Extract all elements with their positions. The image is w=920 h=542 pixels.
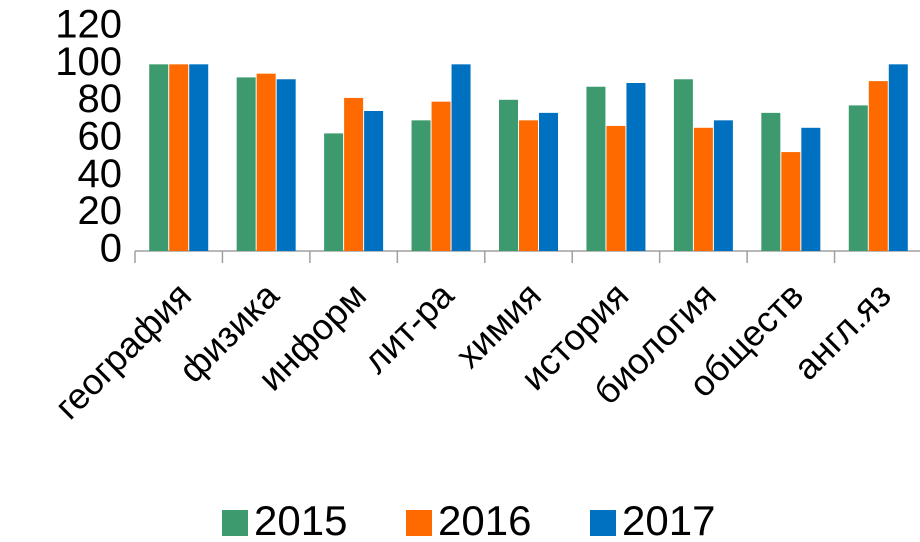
bar <box>256 73 276 252</box>
bar <box>431 101 451 252</box>
bar <box>451 64 471 251</box>
y-tick-label: 60 <box>78 115 123 159</box>
y-tick-label: 0 <box>100 227 122 271</box>
bar <box>606 125 626 251</box>
bar <box>781 152 801 251</box>
bar <box>236 77 256 252</box>
bar <box>499 99 518 251</box>
bar <box>539 112 558 251</box>
x-tick-label: лит-ра <box>355 274 462 381</box>
x-tick-label: англ.яз <box>785 274 898 387</box>
bar <box>324 133 344 251</box>
bar <box>149 64 169 251</box>
y-tick-label: 20 <box>78 189 123 233</box>
legend-swatch <box>590 510 616 536</box>
legend-label: 2017 <box>622 497 715 542</box>
x-tick-label: география <box>47 274 200 427</box>
bar <box>169 64 189 251</box>
bar <box>626 83 646 251</box>
legend-swatch <box>406 510 432 536</box>
bar <box>364 111 384 251</box>
bar <box>888 64 908 251</box>
bar <box>344 97 364 251</box>
bar <box>276 79 296 252</box>
bar <box>801 127 821 251</box>
bar <box>586 86 606 251</box>
bar <box>761 112 781 251</box>
bar <box>693 127 713 251</box>
y-tick-label: 100 <box>55 40 122 84</box>
y-tick-label: 120 <box>55 3 122 47</box>
bar <box>411 120 431 251</box>
bar <box>868 81 888 251</box>
bar <box>673 79 693 252</box>
legend-label: 2015 <box>254 497 347 542</box>
bar <box>848 105 868 252</box>
y-tick-label: 40 <box>78 152 123 196</box>
bar <box>713 120 733 251</box>
legend-label: 2016 <box>438 497 531 542</box>
legend-swatch <box>222 510 248 536</box>
y-tick-label: 80 <box>78 77 123 121</box>
bar <box>519 120 538 251</box>
bar <box>189 64 209 251</box>
